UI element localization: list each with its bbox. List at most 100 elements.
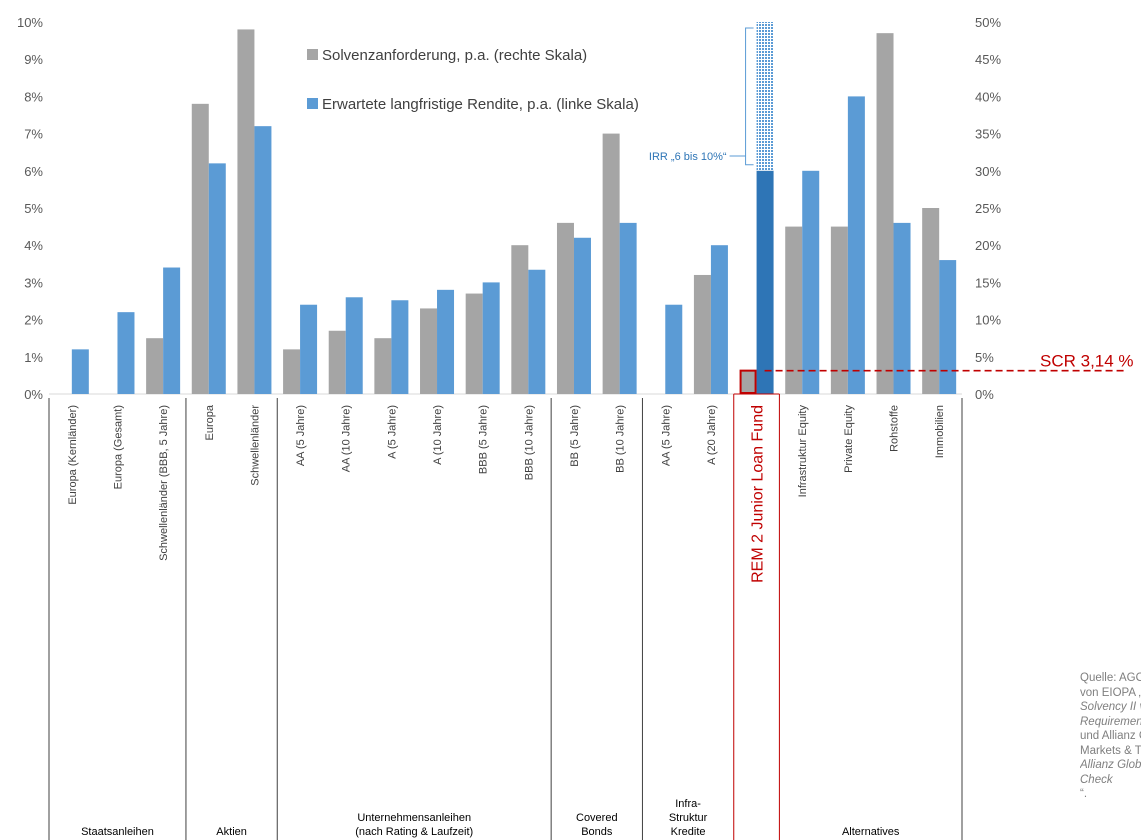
group-label: Alternatives [842,826,900,838]
group-label: Unternehmensanleihen [357,812,471,824]
left-tick-label: 5% [24,201,43,216]
bar-solvency [556,222,574,394]
bar-solvency [146,338,164,394]
source-text-italic: Requirements [1080,715,1141,728]
category-label: Europa [204,404,216,440]
source-text-italic: Allianz Global [1080,759,1141,771]
bar-return [893,222,911,394]
bar-solvency [511,245,529,394]
group-label: Aktien [216,826,247,838]
irr-bracket [745,27,754,166]
bar-return [710,245,728,394]
source-line: Solvency II valu [1080,700,1141,715]
bar-return [117,312,135,394]
bar-solvency [465,293,483,394]
bar-return [300,304,318,394]
bar-return-fund [756,169,774,394]
legend-label-solvency: Solvenzanforderung, p.a. (rechte Skala) [322,47,587,64]
source-text-italic: Check [1080,773,1113,786]
bar-return [391,300,409,394]
source-text: von EIOPA „ [1080,686,1141,699]
bar-return [619,222,637,394]
left-tick-label: 0% [24,387,43,402]
irr-label: IRR „6 bis 10%“ [649,151,727,163]
bar-return [71,349,89,394]
left-tick-label: 7% [24,127,43,142]
bar-return [802,170,820,394]
right-tick-label: 30% [975,164,1001,179]
category-label: BB (10 Jahre) [615,405,627,473]
right-tick-label: 15% [975,275,1001,290]
category-label: Europa (Kernländer) [67,405,79,505]
bar-irr-range [756,22,774,171]
source-line: “. [1080,787,1141,802]
right-tick-label: 50% [975,15,1001,30]
bar-return [208,163,226,394]
group-label: Struktur [669,812,708,824]
category-label: Schwellenländer [249,405,261,486]
bar-solvency-fund [739,369,757,394]
source-line: Markets & Ther [1080,744,1141,759]
bar-solvency [374,338,392,394]
category-label: AA (5 Jahre) [660,405,672,466]
category-label: Immobilien [934,405,946,458]
source-text: Quelle: AGORA [1080,672,1141,684]
left-tick-label: 8% [24,89,43,104]
source-line: von EIOPA „Tec [1080,686,1141,701]
right-tick-label: 5% [975,350,994,365]
category-label: Infrastruktur Equity [797,405,809,498]
right-tick-label: 0% [975,387,994,402]
right-tick-label: 10% [975,313,1001,328]
plot-area: 0% 1% 2% 3% 4% 5% 6% 7% 8% 9% 10% 0% 5% 10% 15% 20% 25% 3… [17,15,1134,840]
legend-label-return: Erwartete langfristige Rendite, p.a. (li… [322,96,639,113]
bar-return [665,304,683,394]
right-tick-label: 45% [975,52,1001,67]
group-label: Kredite [671,826,706,838]
right-tick-label: 25% [975,201,1001,216]
group-label: Bonds [581,826,613,838]
left-tick-label: 9% [24,52,43,67]
source-text: Markets & Ther [1080,744,1141,757]
bar-solvency [602,133,620,394]
legend-swatch-return [307,98,318,109]
category-label: BB (5 Jahre) [569,405,581,467]
bar-solvency [283,349,301,394]
left-tick-label: 10% [17,15,43,30]
bar-solvency [237,29,255,394]
left-tick-label: 6% [24,164,43,179]
category-label: A (5 Jahre) [386,405,398,459]
source-line: Requirements [1080,715,1141,730]
bar-solvency [785,226,803,394]
left-tick-label: 4% [24,238,43,253]
bar-return [482,282,500,394]
category-label: Schwellenländer (BBB, 5 Jahre) [158,405,170,561]
category-label: AA (10 Jahre) [341,405,353,472]
bar-return [437,289,455,394]
right-tick-label: 35% [975,127,1001,142]
category-label: A (10 Jahre) [432,405,444,465]
bar-solvency [693,274,711,394]
bar-return [345,297,363,394]
left-tick-label: 1% [24,350,43,365]
bar-return [163,267,181,394]
source-line: Check [1080,773,1141,788]
category-label: A (20 Jahre) [706,405,718,465]
bar-solvency [922,208,940,394]
bar-solvency [420,308,438,394]
category-label: AA (5 Jahre) [295,405,307,466]
bar-solvency [328,330,346,394]
bar-return [573,237,591,394]
right-tick-label: 40% [975,89,1001,104]
category-label: BBB (5 Jahre) [478,405,490,474]
source-text-italic: Solvency II valu [1080,701,1141,713]
source-line: und Allianz G [1080,729,1141,744]
source-text: “. [1080,788,1088,800]
scr-label: SCR 3,14 % [1040,352,1134,371]
source-text: und Allianz G [1080,730,1141,742]
left-tick-label: 3% [24,275,43,290]
bar-solvency [830,226,848,394]
right-tick-label: 20% [975,238,1001,253]
category-label: Private Equity [843,405,855,473]
bar-return [847,96,865,395]
